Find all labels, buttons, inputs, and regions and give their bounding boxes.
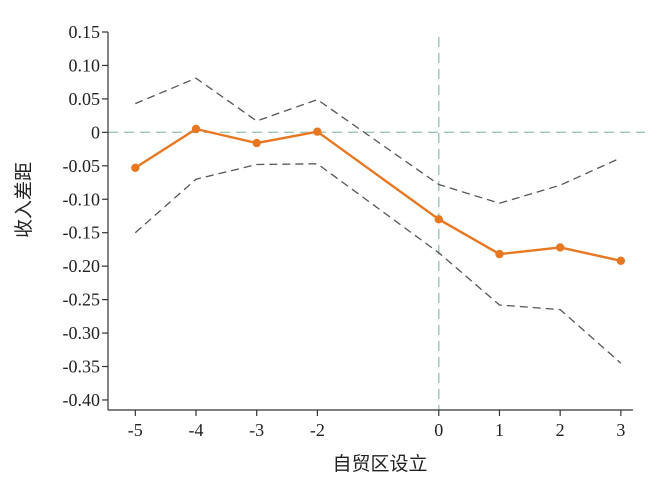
estimate-line (134, 127, 622, 262)
y-tick-label: -0.35 (63, 357, 101, 377)
y-axis-title: 收入差距 (13, 162, 35, 238)
x-ticks: -5 -4 -3 -2 0 1 2 3 (128, 410, 625, 440)
reference-lines (108, 37, 645, 410)
estimate-point (191, 124, 201, 134)
estimate-point (434, 215, 443, 224)
confidence-bands (134, 77, 622, 364)
x-tick-label: -5 (128, 420, 143, 440)
y-tick-label: -0.25 (63, 290, 101, 310)
y-tick-label: -0.20 (63, 256, 101, 276)
estimate-point (131, 163, 140, 173)
estimate-point (616, 256, 626, 266)
x-tick-label: -3 (249, 420, 264, 440)
estimate-point (313, 127, 322, 136)
y-tick-label: 0.10 (69, 55, 101, 75)
y-tick-label: -0.05 (63, 156, 101, 176)
estimate-series (131, 124, 626, 266)
x-tick-label: 0 (434, 420, 443, 440)
y-ticks: 0.15 0.10 0.05 0 -0.05 -0.10 -0.15 -0.20 -0.25 -0… (63, 22, 108, 410)
x-tick-label: -2 (310, 420, 325, 440)
x-tick-label: 3 (616, 420, 625, 440)
axes (107, 32, 633, 411)
x-tick-label: 2 (556, 420, 565, 440)
y-tick-label: -0.40 (63, 390, 101, 410)
x-tick-label: 1 (495, 420, 504, 440)
y-tick-label: 0.15 (69, 22, 101, 42)
y-tick-label: 0 (91, 122, 100, 142)
lower-line (134, 163, 622, 364)
estimate-point (555, 243, 565, 252)
x-axis-title: 自贸区设立 (332, 453, 427, 475)
estimate-point (252, 138, 261, 148)
estimate-point (495, 249, 504, 259)
y-tick-label: -0.10 (63, 189, 101, 209)
x-tick-label: -4 (189, 420, 204, 440)
y-tick-label: -0.15 (63, 223, 101, 243)
upper-line (135, 77, 622, 204)
y-tick-label: 0.05 (69, 89, 101, 109)
y-tick-label: -0.30 (63, 323, 101, 343)
